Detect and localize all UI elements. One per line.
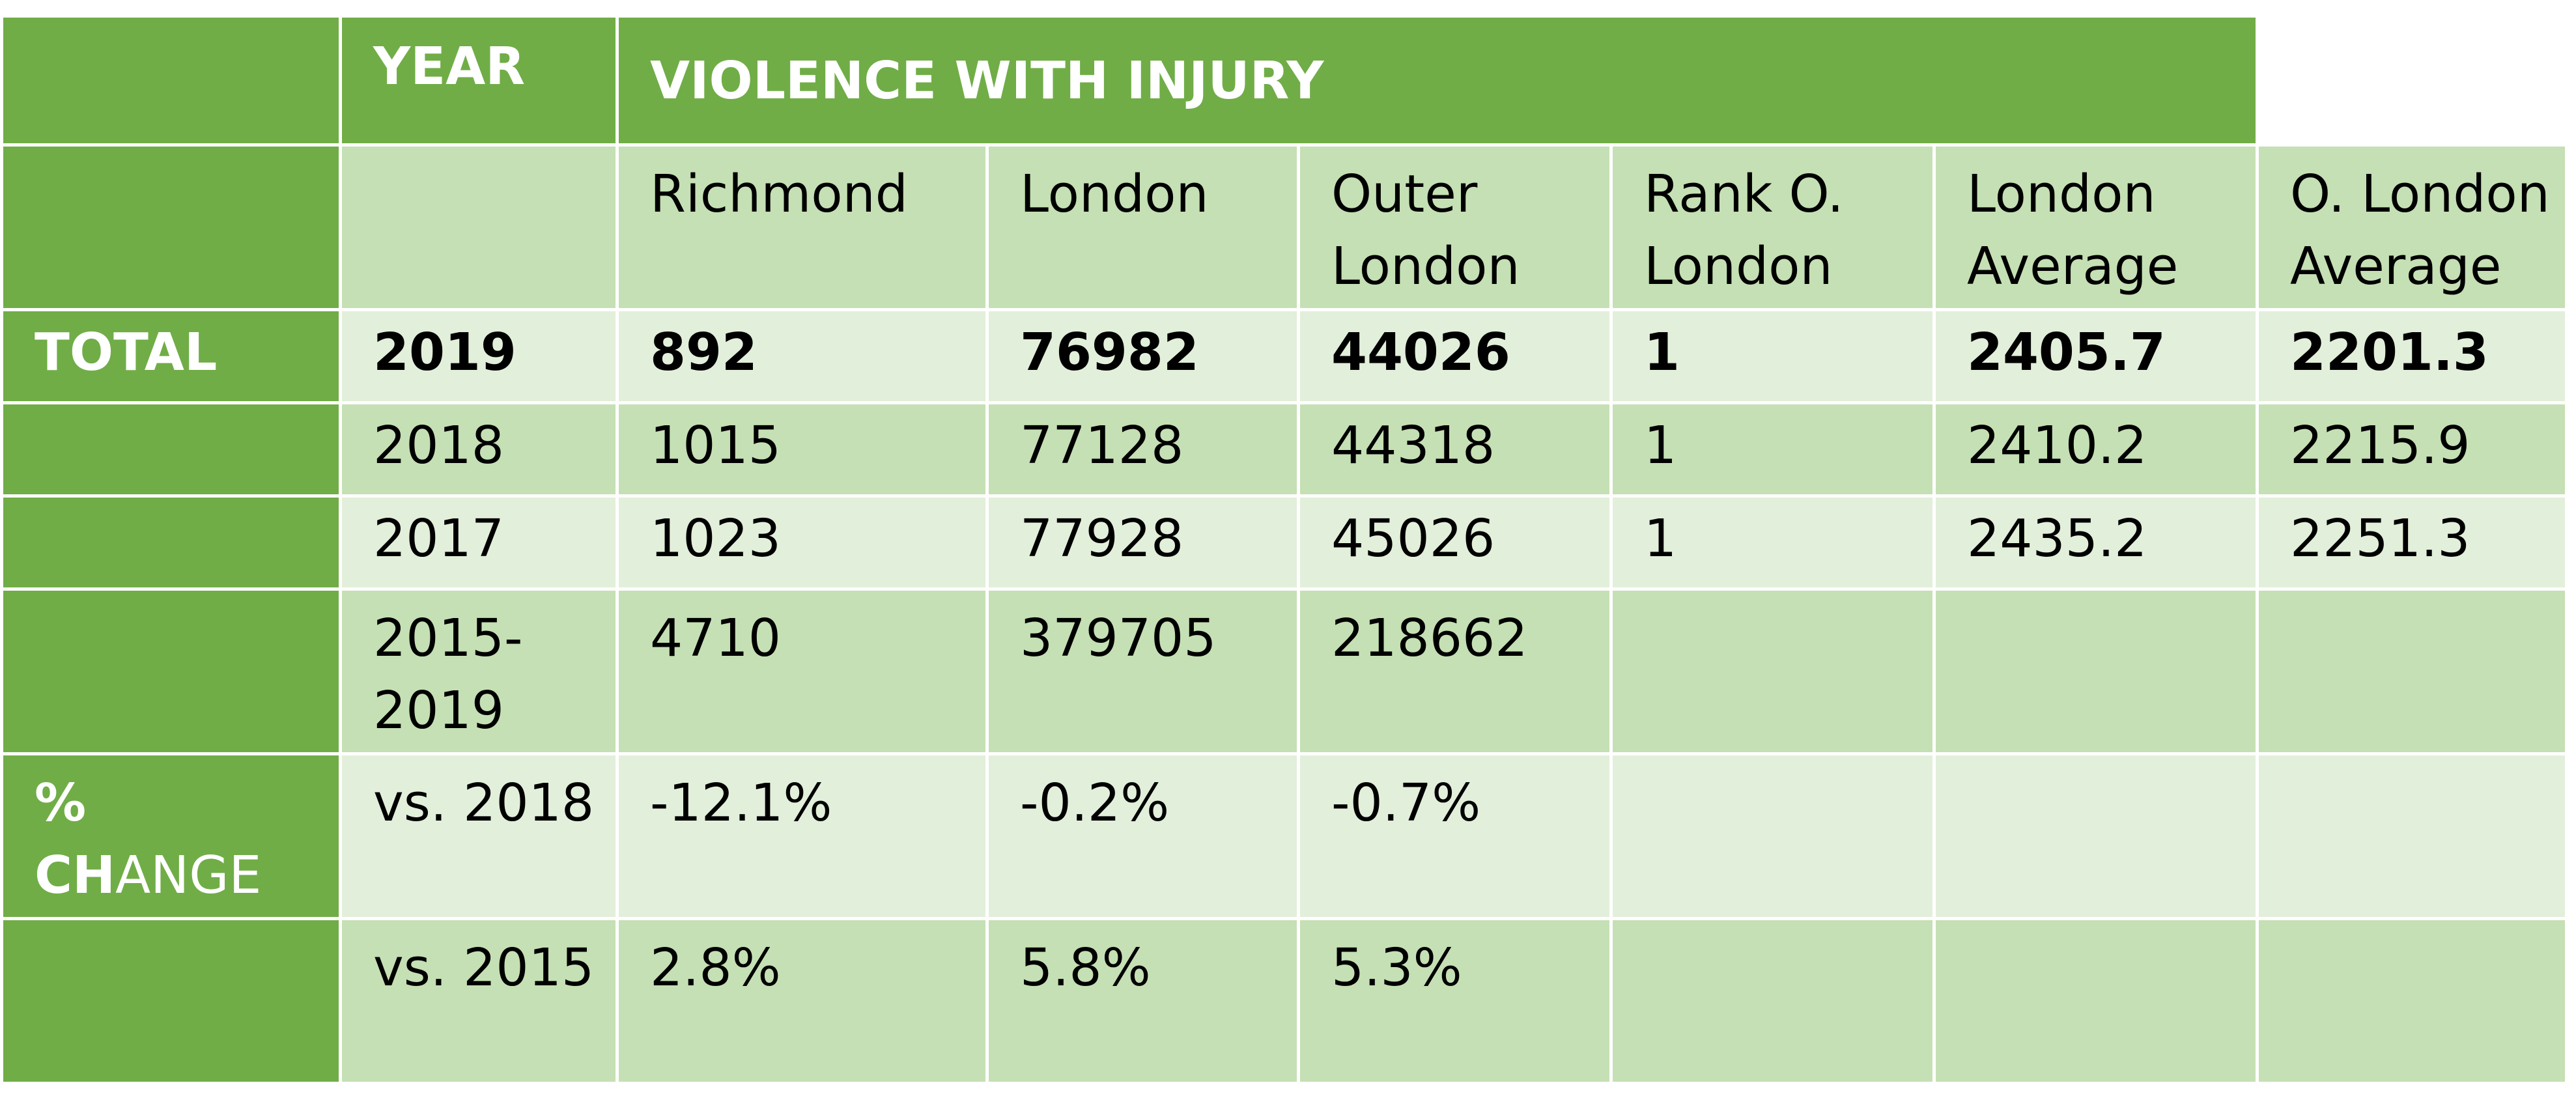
row-group-label: [0, 401, 342, 498]
year-cell: vs. 2018: [339, 752, 619, 920]
row-group-label: TOTAL: [0, 308, 342, 404]
table-row: % CHANGE vs. 2018 -12.1% -0.2% -0.7%: [0, 752, 2568, 920]
london-average-cell: 2410.2: [1932, 401, 2259, 498]
table-row: 2017 1023 77928 45026 1 2435.2 2251.3: [0, 494, 2568, 591]
row-label-empty: [0, 143, 342, 311]
violence-with-injury-table: YEAR VIOLENCE WITH INJURY Richmond Londo…: [0, 14, 2568, 1085]
table-row: 2015- 2019 4710 379705 218662: [0, 587, 2568, 755]
rank-cell: [1609, 917, 1936, 1085]
rank-cell: 1: [1609, 308, 1936, 404]
richmond-cell: 1023: [616, 494, 989, 591]
o-london-average-cell: 2215.9: [2256, 401, 2568, 498]
row-group-label: [0, 587, 342, 755]
london-average-cell: [1932, 917, 2259, 1085]
outer-london-cell: -0.7%: [1297, 752, 1613, 920]
header-corner: [0, 14, 342, 147]
column-header-row: Richmond London Outer London Rank O. Londo…: [0, 143, 2568, 311]
richmond-cell: 892: [616, 308, 989, 404]
table-row: TOTAL 2019 892 76982 44026 1 2405.7 2201…: [0, 308, 2568, 404]
o-london-average-cell: [2256, 752, 2568, 920]
london-cell: 5.8%: [985, 917, 1300, 1085]
column-header-rank: Rank O. London: [1609, 143, 1936, 311]
rank-cell: [1609, 587, 1936, 755]
outer-london-cell: 44026: [1297, 308, 1613, 404]
year-cell: 2017: [339, 494, 619, 591]
column-header-outer-london: Outer London: [1297, 143, 1613, 311]
rank-cell: [1609, 752, 1936, 920]
row-group-label: [0, 917, 342, 1085]
row-group-label: % CHANGE: [0, 752, 342, 920]
o-london-average-cell: [2256, 587, 2568, 755]
london-cell: 76982: [985, 308, 1300, 404]
richmond-cell: 1015: [616, 401, 989, 498]
year-cell: 2019: [339, 308, 619, 404]
london-average-cell: [1932, 587, 2259, 755]
metric-title: VIOLENCE WITH INJURY: [615, 14, 2259, 147]
richmond-cell: -12.1%: [616, 752, 989, 920]
london-cell: 77128: [985, 401, 1300, 498]
year-cell: vs. 2015: [339, 917, 619, 1085]
rank-cell: 1: [1609, 494, 1936, 591]
richmond-cell: 2.8%: [616, 917, 989, 1085]
outer-london-cell: 218662: [1297, 587, 1613, 755]
outer-london-cell: 5.3%: [1297, 917, 1613, 1085]
london-cell: 77928: [985, 494, 1300, 591]
column-header-london: London: [985, 143, 1300, 311]
year-cell: 2015- 2019: [339, 587, 619, 755]
london-cell: -0.2%: [985, 752, 1300, 920]
column-header-richmond: Richmond: [616, 143, 989, 311]
london-cell: 379705: [985, 587, 1300, 755]
year-header: YEAR: [339, 14, 619, 147]
outer-london-cell: 44318: [1297, 401, 1613, 498]
o-london-average-cell: 2201.3: [2256, 308, 2568, 404]
column-header-year: [339, 143, 619, 311]
table-row: vs. 2015 2.8% 5.8% 5.3%: [0, 917, 2568, 1085]
year-cell: 2018: [339, 401, 619, 498]
outer-london-cell: 45026: [1297, 494, 1613, 591]
london-average-cell: [1932, 752, 2259, 920]
column-header-o-london-average: O. London Average: [2256, 143, 2568, 311]
row-group-label: [0, 494, 342, 591]
column-header-london-average: London Average: [1932, 143, 2259, 311]
richmond-cell: 4710: [616, 587, 989, 755]
title-row: YEAR VIOLENCE WITH INJURY: [0, 14, 2567, 147]
o-london-average-cell: [2256, 917, 2568, 1085]
london-average-cell: 2435.2: [1932, 494, 2259, 591]
london-average-cell: 2405.7: [1932, 308, 2259, 404]
o-london-average-cell: 2251.3: [2256, 494, 2568, 591]
rank-cell: 1: [1609, 401, 1936, 498]
table-row: 2018 1015 77128 44318 1 2410.2 2215.9: [0, 401, 2568, 498]
